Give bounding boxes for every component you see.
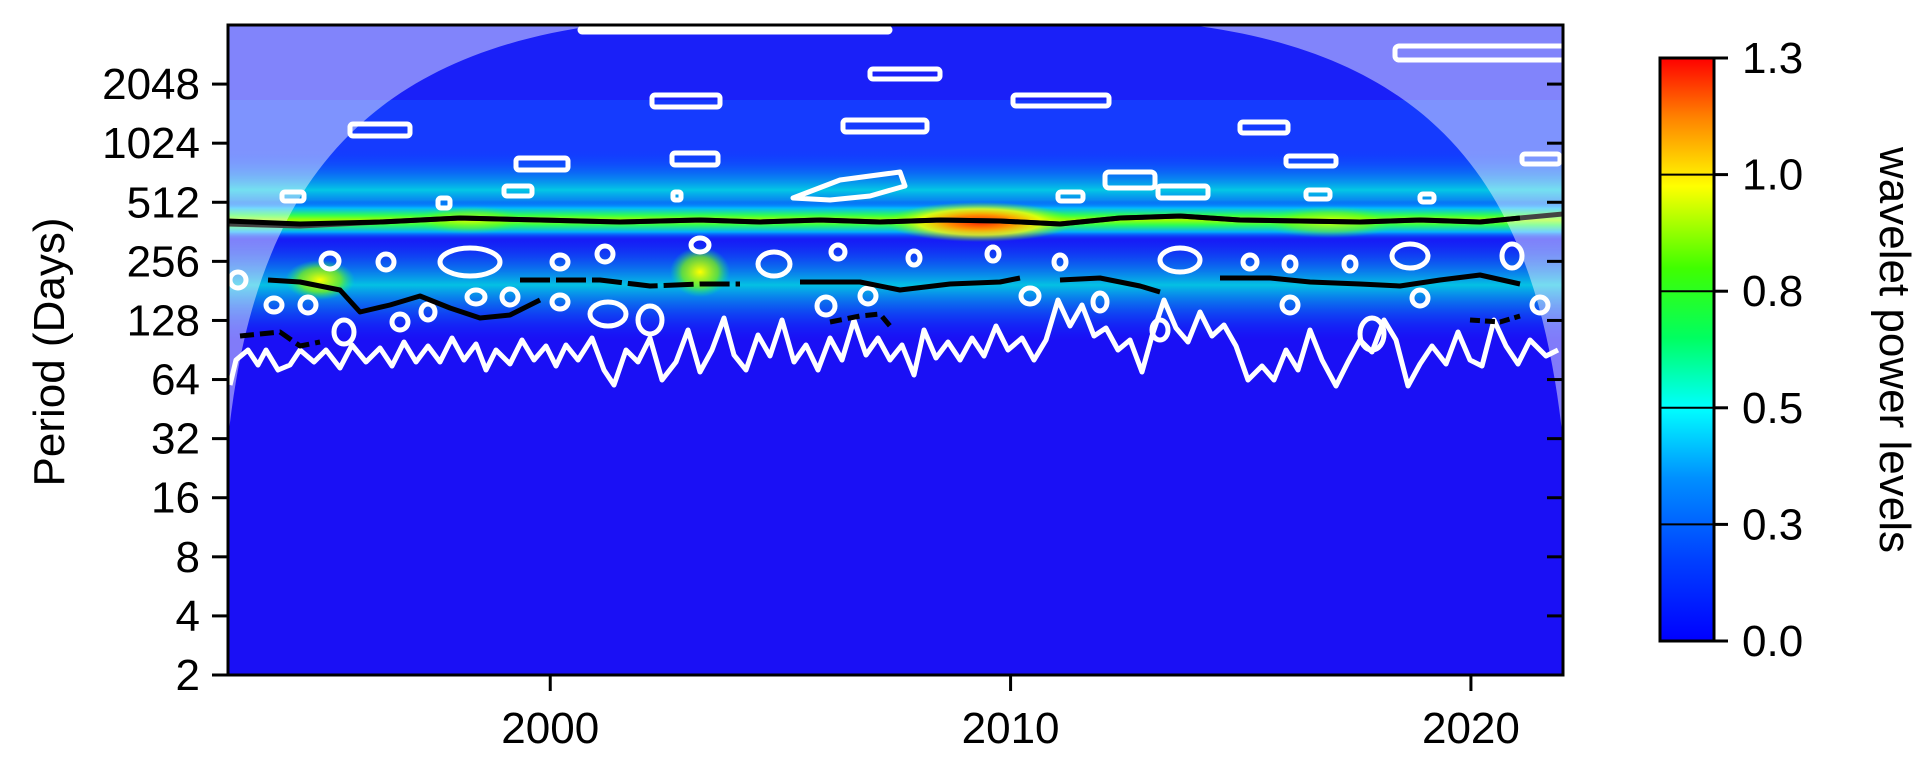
y-tick-label: 32 (151, 415, 200, 464)
colorbar (1658, 56, 1716, 643)
colorbar-label: wavelet power levels (1870, 146, 1919, 553)
y-tick-label: 2048 (102, 60, 200, 109)
y-tick-label: 2 (176, 651, 200, 700)
x-axis: 2000 2010 2020 (501, 675, 1520, 753)
plot-frame (226, 23, 1565, 677)
ridge-lines (228, 211, 1563, 349)
cone-of-influence (228, 25, 1563, 440)
colorbar-tick-label: 0.5 (1742, 384, 1803, 433)
y-tick-label: 512 (127, 178, 200, 227)
y-axis: 2 4 8 16 32 64 128 256 512 1024 2048 (102, 60, 1563, 700)
x-tick-label: 2010 (962, 704, 1060, 753)
colorbar-tick-label: 0.0 (1742, 617, 1803, 666)
y-tick-label: 4 (176, 592, 200, 641)
colorbar-tick-label: 0.8 (1742, 267, 1803, 316)
colorbar-ticks: 0.0 0.3 0.5 0.8 1.0 1.3 (1660, 34, 1803, 666)
y-tick-label: 16 (151, 474, 200, 523)
colorbar-tick-label: 1.0 (1742, 151, 1803, 200)
y-tick-label: 256 (127, 237, 200, 286)
y-tick-label: 128 (127, 296, 200, 345)
y-tick-label: 8 (176, 533, 200, 582)
colorbar-tick-label: 0.3 (1742, 500, 1803, 549)
y-axis-title: Period (Days) (25, 218, 74, 487)
colorbar-tick-label: 1.3 (1742, 34, 1803, 83)
x-tick-label: 2000 (501, 704, 599, 753)
y-tick-label: 1024 (102, 119, 200, 168)
y-tick-label: 64 (151, 356, 200, 405)
x-tick-label: 2020 (1422, 704, 1520, 753)
significance-contours (228, 25, 1563, 389)
